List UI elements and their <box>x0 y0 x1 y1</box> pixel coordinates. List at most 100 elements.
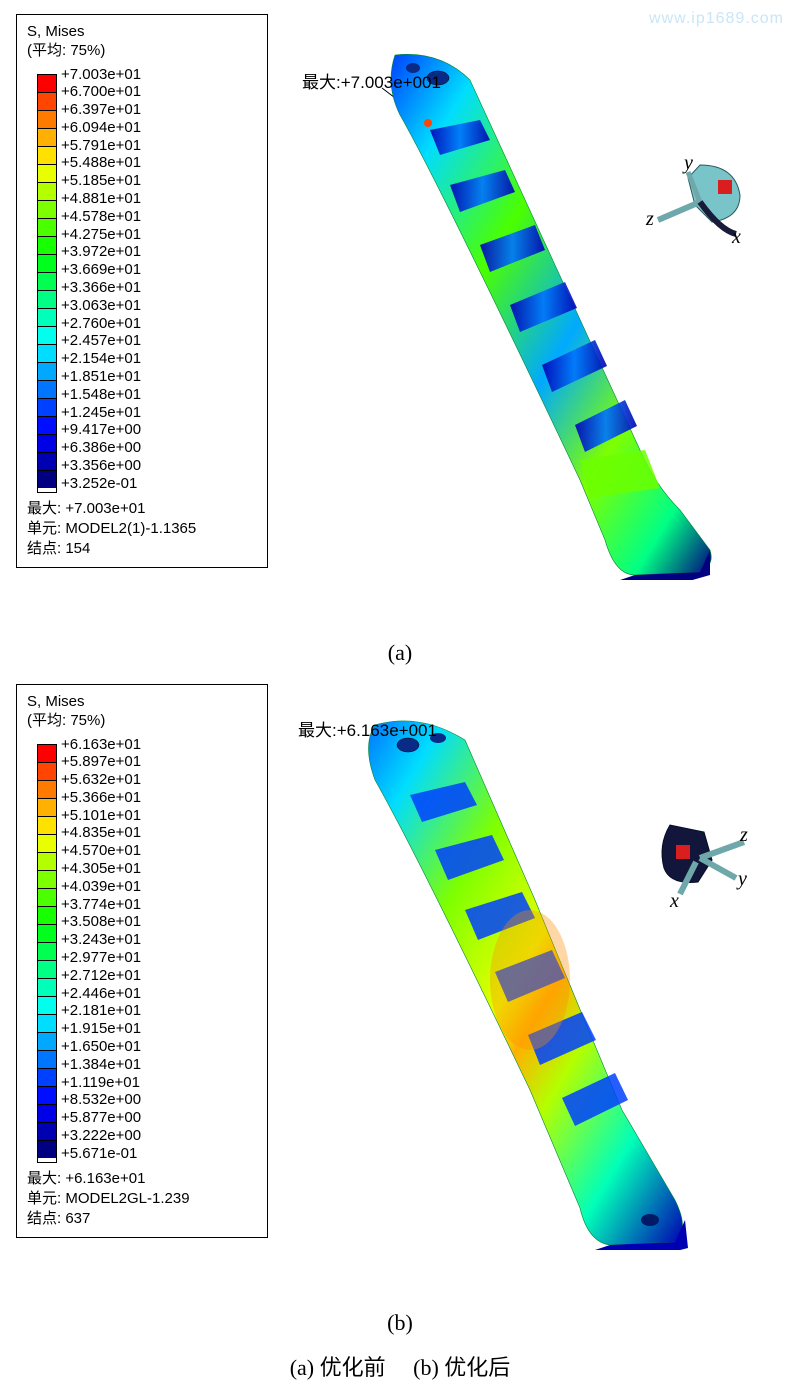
color-swatch <box>38 906 56 924</box>
orientation-triad-b: z y x <box>640 790 760 910</box>
color-column <box>37 744 57 1163</box>
legend-title: S, Mises <box>27 693 257 710</box>
color-swatch <box>38 1122 56 1140</box>
sublabel-b: (b) <box>10 1310 790 1336</box>
legend-value: +5.185e+01 <box>61 172 141 190</box>
axis-x: x <box>670 890 679 913</box>
max-callout: 最大:+7.003e+001 <box>302 68 441 93</box>
legend-value: +6.386e+00 <box>61 439 141 457</box>
axis-x: x <box>732 226 741 249</box>
fea-render-a: 最大:+7.003e+001 <box>280 20 780 580</box>
legend-value: +1.119e+01 <box>61 1074 141 1092</box>
legend-value: +5.632e+01 <box>61 771 141 789</box>
legend-value: +3.252e-01 <box>61 475 141 493</box>
legend-value: +5.101e+01 <box>61 807 141 825</box>
legend-subtitle: (平均: 75%) <box>27 42 257 59</box>
figure-caption: (a) 优化前 (b) 优化后 <box>10 1350 790 1382</box>
legend-title: S, Mises <box>27 23 257 40</box>
legend-value: +2.760e+01 <box>61 315 141 333</box>
legend-value: +6.397e+01 <box>61 101 141 119</box>
color-swatch <box>38 924 56 942</box>
axis-z: z <box>646 208 654 231</box>
color-swatch <box>38 146 56 164</box>
legend-value: +2.181e+01 <box>61 1002 141 1020</box>
legend-value: +2.712e+01 <box>61 967 141 985</box>
legend-value: +1.548e+01 <box>61 386 141 404</box>
legend-a: S, Mises (平均: 75%) +7.003e+01+6.700e+01+… <box>16 14 268 568</box>
legend-element: 单元: MODEL2(1)-1.1365 <box>27 519 257 539</box>
legend-value: +3.356e+00 <box>61 457 141 475</box>
legend-value: +3.508e+01 <box>61 913 141 931</box>
legend-value: +3.063e+01 <box>61 297 141 315</box>
color-swatch <box>38 1014 56 1032</box>
legend-scale: +7.003e+01+6.700e+01+6.397e+01+6.094e+01… <box>37 66 257 493</box>
color-swatch <box>38 110 56 128</box>
color-swatch <box>38 290 56 308</box>
legend-value: +5.488e+01 <box>61 154 141 172</box>
color-swatch <box>38 798 56 816</box>
color-swatch <box>38 942 56 960</box>
legend-value: +8.532e+00 <box>61 1091 141 1109</box>
legend-value: +2.446e+01 <box>61 985 141 1003</box>
legend-node: 结点: 154 <box>27 539 257 559</box>
legend-value: +1.245e+01 <box>61 404 141 422</box>
max-callout: 最大:+6.163e+001 <box>298 716 437 741</box>
legend-value: +3.972e+01 <box>61 243 141 261</box>
color-swatch <box>38 852 56 870</box>
color-swatch <box>38 780 56 798</box>
legend-max: 最大: +7.003e+01 <box>27 499 257 519</box>
legend-value: +4.570e+01 <box>61 842 141 860</box>
color-swatch <box>38 1050 56 1068</box>
legend-value: +5.791e+01 <box>61 137 141 155</box>
color-swatch <box>38 362 56 380</box>
legend-value: +6.163e+01 <box>61 736 141 754</box>
color-swatch <box>38 888 56 906</box>
color-swatch <box>38 1086 56 1104</box>
fea-render-b: 最大:+6.163e+001 <box>280 690 780 1250</box>
orientation-triad-a: y z x <box>640 130 760 250</box>
legend-max: 最大: +6.163e+01 <box>27 1169 257 1189</box>
color-swatch <box>38 75 56 92</box>
legend-subtitle: (平均: 75%) <box>27 712 257 729</box>
color-swatch <box>38 1032 56 1050</box>
sublabel-a: (a) <box>10 640 790 666</box>
legend-value: +1.851e+01 <box>61 368 141 386</box>
legend-value: +5.671e-01 <box>61 1145 141 1163</box>
legend-node: 结点: 637 <box>27 1209 257 1229</box>
legend-value: +3.366e+01 <box>61 279 141 297</box>
legend-value: +1.650e+01 <box>61 1038 141 1056</box>
legend-value: +3.243e+01 <box>61 931 141 949</box>
legend-footer: 最大: +6.163e+01 单元: MODEL2GL-1.239 结点: 63… <box>27 1169 257 1230</box>
color-swatch <box>38 416 56 434</box>
color-swatch <box>38 996 56 1014</box>
legend-value: +5.877e+00 <box>61 1109 141 1127</box>
color-swatch <box>38 870 56 888</box>
legend-value: +4.835e+01 <box>61 824 141 842</box>
color-swatch <box>38 452 56 470</box>
color-swatch <box>38 745 56 762</box>
color-swatch <box>38 834 56 852</box>
legend-footer: 最大: +7.003e+01 单元: MODEL2(1)-1.1365 结点: … <box>27 499 257 560</box>
color-swatch <box>38 978 56 996</box>
color-swatch <box>38 182 56 200</box>
color-swatch <box>38 164 56 182</box>
legend-value: +1.915e+01 <box>61 1020 141 1038</box>
legend-value: +6.094e+01 <box>61 119 141 137</box>
color-swatch <box>38 470 56 488</box>
legend-value: +2.457e+01 <box>61 332 141 350</box>
legend-b: S, Mises (平均: 75%) +6.163e+01+5.897e+01+… <box>16 684 268 1238</box>
legend-value: +3.669e+01 <box>61 261 141 279</box>
color-swatch <box>38 960 56 978</box>
legend-scale: +6.163e+01+5.897e+01+5.632e+01+5.366e+01… <box>37 736 257 1163</box>
color-swatch <box>38 380 56 398</box>
axis-y: y <box>738 868 747 891</box>
legend-value: +5.897e+01 <box>61 753 141 771</box>
color-swatch <box>38 128 56 146</box>
legend-value: +4.275e+01 <box>61 226 141 244</box>
axis-y: y <box>684 152 693 175</box>
color-swatch <box>38 434 56 452</box>
legend-value: +6.700e+01 <box>61 83 141 101</box>
color-column <box>37 74 57 493</box>
legend-value: +5.366e+01 <box>61 789 141 807</box>
legend-value: +9.417e+00 <box>61 421 141 439</box>
